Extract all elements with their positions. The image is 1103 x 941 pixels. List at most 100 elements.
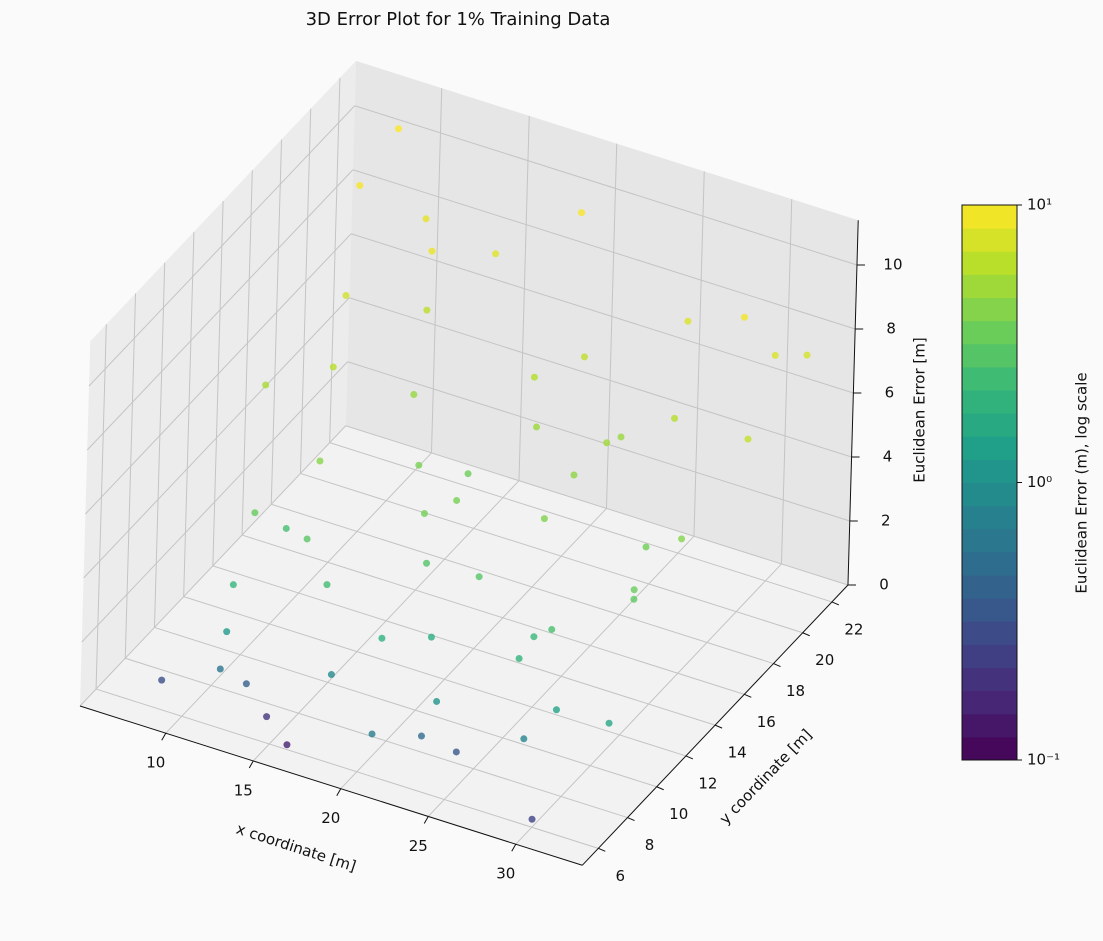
data-point [453,496,461,504]
data-point [548,625,556,633]
data-point [323,581,331,589]
grid-line [518,115,530,481]
grid-line [154,626,657,788]
y-tick-label: 10 [669,805,688,823]
data-point [356,182,364,190]
data-point [530,633,538,641]
data-point [678,535,686,543]
tick-mark [685,755,694,760]
data-point [422,215,430,223]
tick-mark [511,843,517,852]
grid-line [86,169,354,451]
x-axis-label: x coordinate [m] [234,820,358,876]
z-tick-label: 8 [886,320,896,338]
z-axis-line [847,220,859,586]
y-tick-label: 6 [616,867,626,885]
data-point [533,423,541,431]
grid-line [153,262,166,628]
grid-line [212,565,716,726]
grid-line [329,442,833,603]
colorbar-band [962,505,1017,530]
tick-mark [248,760,254,769]
colorbar-band [962,644,1017,668]
grid-line [349,297,852,458]
data-point [771,351,779,359]
colorbar-band [962,390,1017,414]
colorbar-band [962,251,1017,275]
colorbar-label: Euclidean Error (m), log scale [1073,372,1091,593]
grid-line [354,105,858,266]
y-tick-label: 18 [786,682,805,700]
grid-line [212,201,224,566]
data-point [342,292,350,300]
colorbar-band [962,482,1017,507]
data-point [578,209,586,217]
grid-line [270,139,283,505]
colorbar-band [962,621,1017,645]
data-point [262,381,270,389]
colorbar-band [962,228,1017,252]
data-point [242,680,250,688]
z-tick-label: 0 [879,576,889,594]
y-tick-label: 22 [844,620,863,638]
grid-line [95,324,107,690]
grid-line [125,657,628,819]
data-point [580,353,588,361]
grid-line [329,77,341,443]
colorbar-band [962,297,1017,322]
data-point [464,470,472,478]
data-point [540,515,548,523]
colorbar-tick-label: 10⁰ [1027,473,1052,491]
grid-line [183,596,687,757]
y-tick-label: 12 [698,774,717,792]
grid-line [693,171,705,537]
data-point [428,247,436,255]
colorbar-band [962,366,1017,391]
x-tick-label: 10 [146,754,165,772]
data-point [630,586,638,594]
data-point [530,373,538,381]
z-tick-label: 4 [883,448,893,466]
colorbar-band [962,459,1017,483]
data-point [420,510,428,518]
grid-line [124,293,137,659]
data-point [410,391,418,399]
grid-line [347,361,850,522]
grid-line [780,199,793,564]
colorbar-tick-label: 10¹ [1027,196,1052,214]
data-point [216,665,224,673]
data-point [603,439,611,447]
data-point [423,559,431,567]
colorbar-band [962,320,1017,345]
colorbar-band [962,575,1017,599]
data-point [423,306,431,314]
colorbar-band [962,667,1017,692]
data-point [327,671,335,679]
data-point [684,317,692,325]
data-point [528,815,536,823]
grid-line [81,361,348,643]
data-point [417,732,425,740]
data-point [744,435,752,443]
data-point [223,628,231,636]
colorbar-band [962,274,1017,298]
colorbar-band [962,343,1017,368]
colorbar-band [962,551,1017,576]
grid-line [95,688,599,849]
tick-mark [831,601,840,606]
y-tick-label: 14 [728,744,747,762]
grid-line [299,108,312,474]
data-point [492,250,500,258]
tick-mark [161,732,167,741]
y-tick-label: 8 [645,836,655,854]
data-point [570,471,578,479]
colorbar-band [962,736,1017,761]
data-point [282,524,290,532]
x-tick-label: 20 [321,809,340,827]
tick-mark [714,724,723,729]
data-point [329,363,337,371]
data-point [475,573,483,581]
grid-line [183,231,195,597]
colorbar-band [962,598,1017,622]
